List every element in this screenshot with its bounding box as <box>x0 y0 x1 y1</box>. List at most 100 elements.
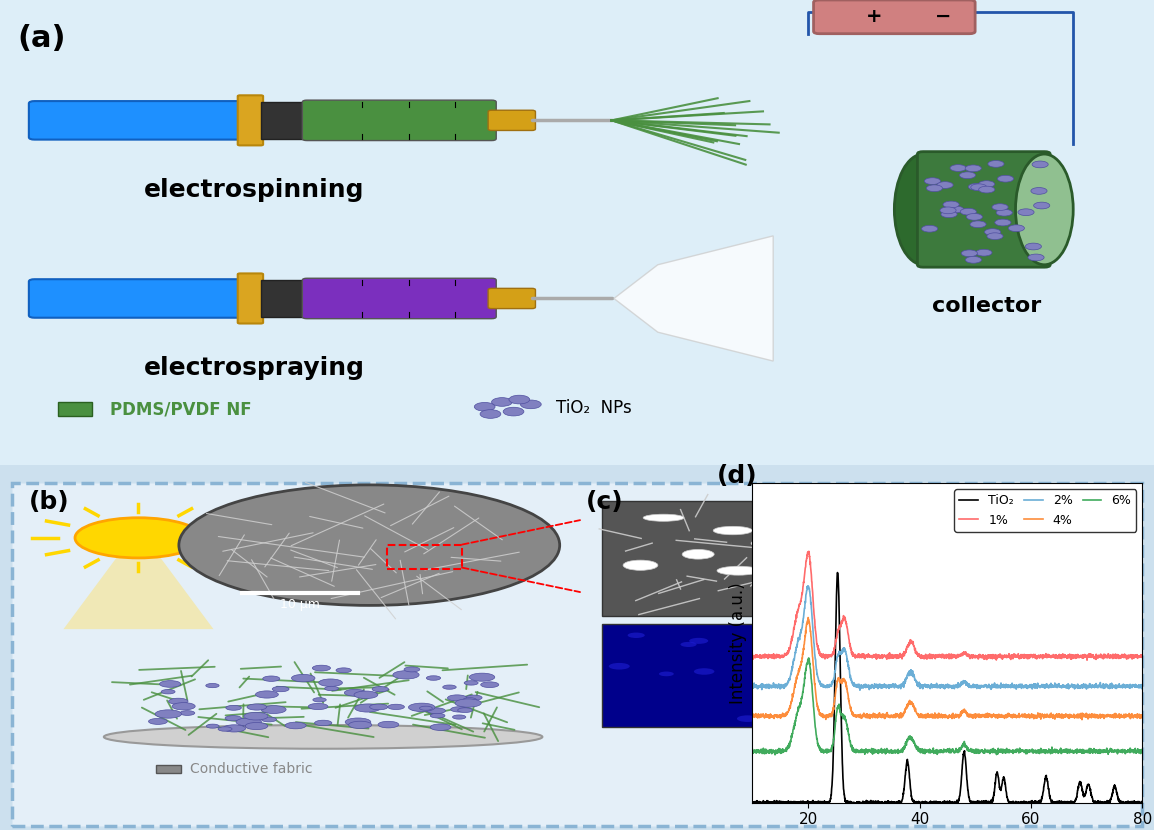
FancyBboxPatch shape <box>302 100 496 140</box>
Circle shape <box>867 675 881 679</box>
2% <box>1125 682 1139 692</box>
2% <box>1136 682 1149 692</box>
Circle shape <box>937 182 953 188</box>
FancyBboxPatch shape <box>852 624 1094 727</box>
Circle shape <box>976 249 992 256</box>
Circle shape <box>999 658 1014 663</box>
4% <box>1052 712 1066 722</box>
Circle shape <box>969 509 986 514</box>
Circle shape <box>885 601 902 606</box>
Text: (d): (d) <box>718 464 758 488</box>
Circle shape <box>354 691 377 699</box>
Circle shape <box>956 715 975 720</box>
Circle shape <box>979 186 995 193</box>
Circle shape <box>419 706 433 710</box>
Circle shape <box>893 681 907 685</box>
Ellipse shape <box>1016 154 1073 265</box>
Circle shape <box>470 673 495 681</box>
Circle shape <box>975 567 991 572</box>
Text: (b): (b) <box>29 491 69 515</box>
Line: TiO₂: TiO₂ <box>752 573 1142 805</box>
Circle shape <box>979 181 995 188</box>
Circle shape <box>463 698 477 702</box>
Circle shape <box>972 699 987 704</box>
4% <box>1125 711 1139 721</box>
6% <box>745 745 759 754</box>
TiO₂ <box>936 797 950 807</box>
Circle shape <box>927 662 937 665</box>
Circle shape <box>1032 161 1048 168</box>
Polygon shape <box>63 556 213 629</box>
1% <box>745 650 759 660</box>
Circle shape <box>313 665 330 671</box>
Circle shape <box>944 599 956 603</box>
Circle shape <box>790 632 808 637</box>
Circle shape <box>162 690 175 694</box>
Text: 2 μm: 2 μm <box>771 611 799 621</box>
Circle shape <box>874 523 887 527</box>
Circle shape <box>1034 633 1058 641</box>
Circle shape <box>1016 549 1024 552</box>
Circle shape <box>989 632 1012 640</box>
Circle shape <box>464 681 478 685</box>
Circle shape <box>223 725 246 732</box>
TiO₂ <box>745 797 759 807</box>
Circle shape <box>876 676 901 685</box>
FancyBboxPatch shape <box>261 102 307 139</box>
Circle shape <box>315 720 332 725</box>
2% <box>765 681 779 691</box>
Circle shape <box>1056 682 1081 690</box>
Circle shape <box>392 671 419 679</box>
Circle shape <box>1069 688 1087 695</box>
Circle shape <box>1058 664 1072 669</box>
FancyBboxPatch shape <box>488 288 535 309</box>
Circle shape <box>1061 562 1072 566</box>
Text: electrospinning: electrospinning <box>143 178 365 203</box>
Circle shape <box>1067 559 1085 564</box>
Circle shape <box>861 558 875 563</box>
Circle shape <box>308 703 328 710</box>
Circle shape <box>1006 715 1021 720</box>
FancyBboxPatch shape <box>261 281 307 317</box>
Circle shape <box>1029 583 1041 586</box>
TiO₂ <box>765 798 779 808</box>
Circle shape <box>882 564 901 570</box>
Ellipse shape <box>713 526 752 535</box>
1% <box>1080 655 1094 665</box>
Circle shape <box>923 534 932 537</box>
Circle shape <box>448 695 466 701</box>
Circle shape <box>1064 693 1088 701</box>
Circle shape <box>443 685 456 689</box>
6% <box>936 746 950 756</box>
Circle shape <box>941 584 952 588</box>
4% <box>936 710 950 720</box>
Text: +: + <box>866 7 882 27</box>
Circle shape <box>965 662 979 666</box>
6% <box>802 653 816 663</box>
Circle shape <box>1050 595 1062 599</box>
Circle shape <box>324 686 338 691</box>
Circle shape <box>354 704 381 712</box>
TiO₂ <box>926 798 939 808</box>
Circle shape <box>451 706 467 712</box>
Circle shape <box>979 564 988 566</box>
Circle shape <box>866 592 877 595</box>
Circle shape <box>950 662 960 665</box>
Circle shape <box>872 671 898 679</box>
Circle shape <box>481 681 499 687</box>
Circle shape <box>877 568 892 573</box>
FancyBboxPatch shape <box>852 501 1094 617</box>
Circle shape <box>1048 691 1064 696</box>
Circle shape <box>344 689 366 696</box>
Circle shape <box>155 710 181 718</box>
Circle shape <box>218 727 232 731</box>
Circle shape <box>881 661 905 668</box>
Text: F: F <box>1064 594 1073 609</box>
6% <box>1136 745 1149 754</box>
Circle shape <box>974 677 988 682</box>
Ellipse shape <box>717 566 760 575</box>
2% <box>853 686 867 696</box>
Circle shape <box>426 676 441 681</box>
Circle shape <box>1046 658 1071 666</box>
Circle shape <box>1006 598 1025 604</box>
